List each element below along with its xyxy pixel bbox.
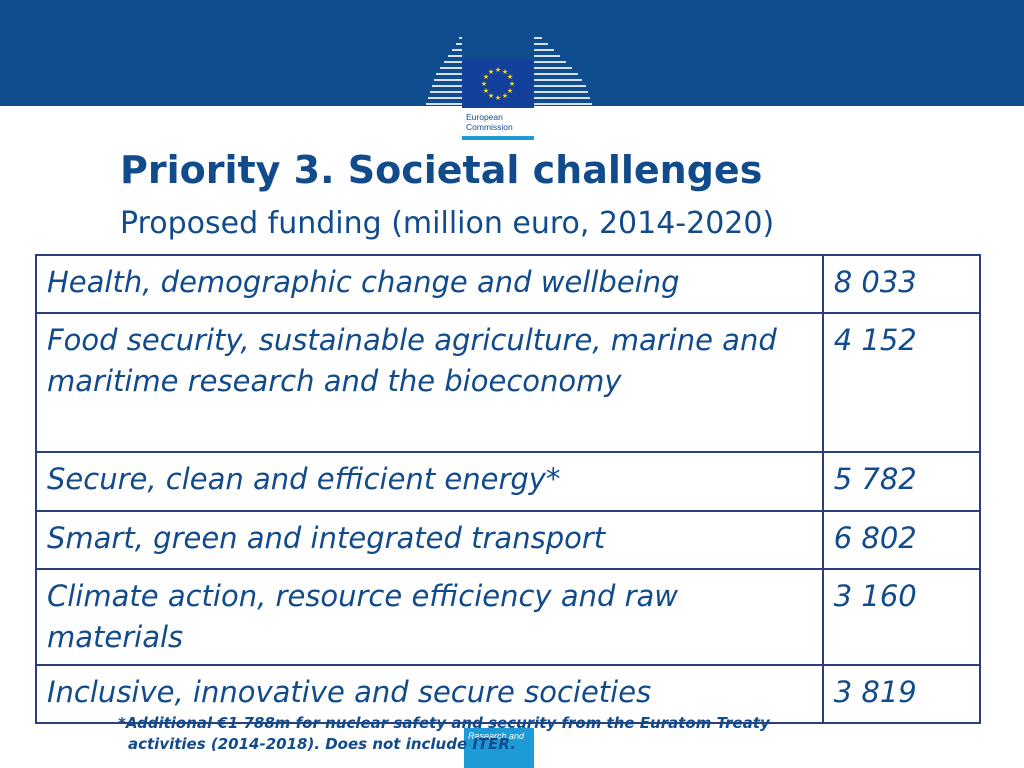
amount-cell: 4 152 — [821, 312, 982, 453]
logo-accent-bar — [462, 136, 534, 140]
svg-text:★: ★ — [507, 87, 513, 95]
svg-text:★: ★ — [507, 73, 513, 81]
footnote-line-2: activities (2014-2018). Does not include… — [128, 735, 516, 753]
footer-tab: Research and — [464, 728, 534, 768]
table-row: Inclusive, innovative and secure societi… — [35, 664, 982, 724]
topic-cell: Secure, clean and efficient energy* — [35, 451, 824, 512]
logo-line-1: European — [466, 112, 503, 122]
eu-flag-icon: ★ ★ ★ ★ ★ ★ ★ ★ ★ ★ ★ ★ — [462, 60, 534, 108]
amount-cell: 5 782 — [821, 451, 982, 512]
footer-tab-label: Research and — [468, 731, 525, 741]
topic-cell: Food security, sustainable agriculture, … — [35, 312, 824, 453]
svg-text:★: ★ — [495, 66, 501, 74]
svg-text:★: ★ — [502, 92, 508, 100]
footnote: *Additional €1 788m for nuclear safety a… — [118, 713, 918, 755]
topic-cell: Health, demographic change and wellbeing — [35, 254, 824, 314]
table-row: Food security, sustainable agriculture, … — [35, 312, 982, 453]
logo-wordmark: European Commission — [466, 112, 534, 132]
table-row: Smart, green and integrated transport 6 … — [35, 510, 982, 570]
page-title: Priority 3. Societal challenges — [120, 148, 763, 192]
svg-text:★: ★ — [481, 80, 487, 88]
svg-text:★: ★ — [502, 68, 508, 76]
svg-text:★: ★ — [483, 73, 489, 81]
logo-lines-right-icon — [534, 37, 592, 105]
funding-table: Health, demographic change and wellbeing… — [35, 254, 982, 724]
topic-cell: Climate action, resource efficiency and … — [35, 568, 824, 666]
svg-text:★: ★ — [509, 80, 515, 88]
logo-lines-left-icon — [426, 37, 462, 105]
amount-cell: 8 033 — [821, 254, 982, 314]
amount-cell: 3 819 — [821, 664, 982, 724]
svg-text:★: ★ — [488, 68, 494, 76]
svg-text:★: ★ — [488, 92, 494, 100]
svg-text:★: ★ — [483, 87, 489, 95]
topic-cell: Smart, green and integrated transport — [35, 510, 824, 570]
table-row: Climate action, resource efficiency and … — [35, 568, 982, 666]
table-row: Health, demographic change and wellbeing… — [35, 254, 982, 314]
amount-cell: 6 802 — [821, 510, 982, 570]
footnote-line-1: *Additional €1 788m for nuclear safety a… — [118, 714, 770, 732]
page-subtitle: Proposed funding (million euro, 2014-202… — [120, 206, 775, 241]
svg-text:★: ★ — [495, 94, 501, 102]
topic-cell: Inclusive, innovative and secure societi… — [35, 664, 824, 724]
logo-line-2: Commission — [466, 122, 513, 132]
table-row: Secure, clean and efficient energy* 5 78… — [35, 451, 982, 512]
amount-cell: 3 160 — [821, 568, 982, 666]
